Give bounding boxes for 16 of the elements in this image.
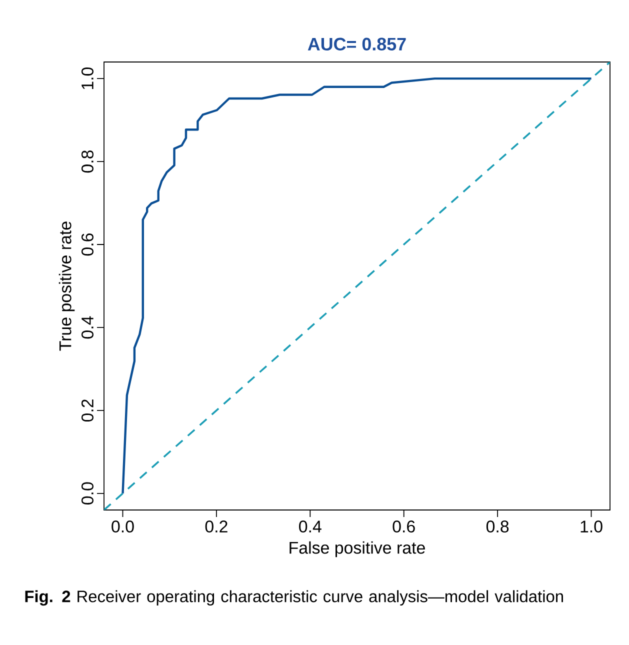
x-tick-label: 0.8	[486, 520, 509, 533]
y-axis-title: True positive rate	[58, 222, 75, 351]
x-tick-label: 1.0	[580, 520, 602, 533]
x-tick-label: 0.4	[299, 520, 322, 533]
chart-title: AUC= 0.857	[308, 38, 406, 50]
y-tick-label: 0.4	[81, 316, 94, 339]
y-tick-label: 0.8	[81, 150, 94, 173]
x-tick-label: 0.0	[112, 520, 134, 533]
y-tick-label: 0.0	[81, 482, 94, 505]
x-axis-title: False positive rate	[290, 541, 425, 558]
x-tick-label: 0.2	[205, 520, 228, 533]
y-tick-label: 1.0	[81, 67, 94, 90]
y-tick-label: 0.2	[81, 400, 94, 422]
y-tick-label: 0.6	[81, 233, 94, 256]
x-tick-label: 0.6	[392, 520, 415, 533]
text: Fig. 2 Receiver operating characteristic curve analysis—model validation	[25, 590, 563, 606]
